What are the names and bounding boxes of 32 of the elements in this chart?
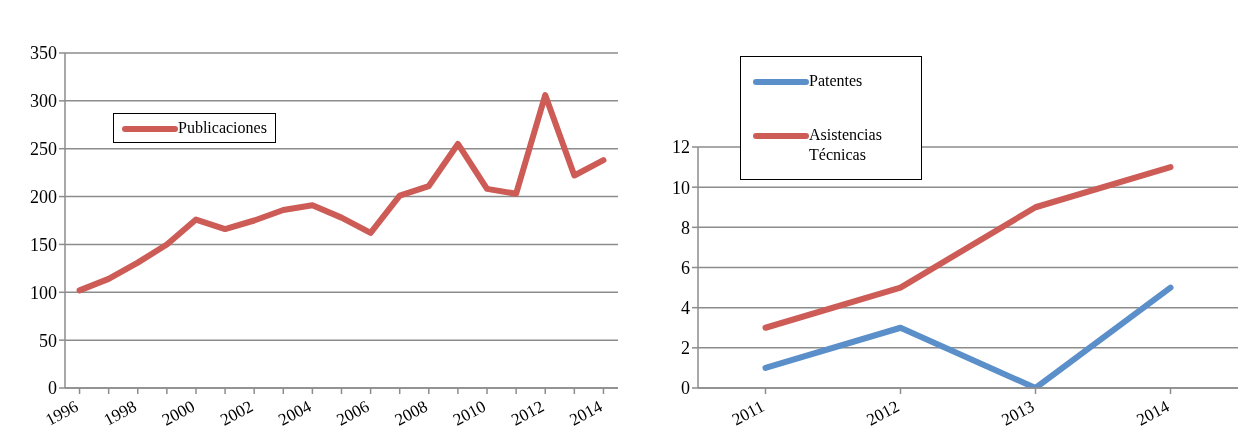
y-tick-label: 12	[672, 137, 690, 158]
x-tick-label: 2013	[998, 396, 1038, 430]
x-tick-label: 2012	[508, 396, 548, 430]
y-tick-label: 4	[681, 298, 690, 319]
y-tick-label: 8	[681, 217, 690, 238]
x-tick-label: 2006	[333, 396, 373, 430]
x-tick-label: 2000	[158, 396, 198, 430]
x-tick-label: 2008	[391, 396, 431, 430]
x-tick-label: 2014	[1133, 396, 1173, 430]
y-tick-label: 150	[30, 234, 57, 255]
x-tick-label: 2014	[566, 396, 606, 430]
legend-label: Patentes	[809, 71, 863, 91]
y-tick-label: 2	[681, 338, 690, 359]
y-tick-label: 250	[30, 139, 57, 160]
y-tick-label: 6	[681, 257, 690, 278]
legend-label: Asistencias Técnicas	[809, 125, 883, 165]
y-tick-label: 100	[30, 282, 57, 303]
x-tick-label: 2010	[449, 396, 489, 430]
x-tick-label: 2011	[728, 396, 768, 430]
y-tick-label: 0	[681, 378, 690, 399]
legend-label: Publicaciones	[178, 118, 267, 138]
x-tick-label: 2004	[275, 396, 315, 430]
x-tick-label: 1996	[42, 396, 82, 430]
x-tick-label: 2002	[217, 396, 257, 430]
y-tick-label: 50	[39, 330, 57, 351]
y-tick-label: 350	[30, 43, 57, 64]
y-tick-label: 300	[30, 91, 57, 112]
y-tick-label: 10	[672, 177, 690, 198]
y-tick-label: 0	[48, 378, 57, 399]
x-tick-label: 2012	[863, 396, 903, 430]
y-tick-label: 200	[30, 186, 57, 207]
x-tick-label: 1998	[100, 396, 140, 430]
